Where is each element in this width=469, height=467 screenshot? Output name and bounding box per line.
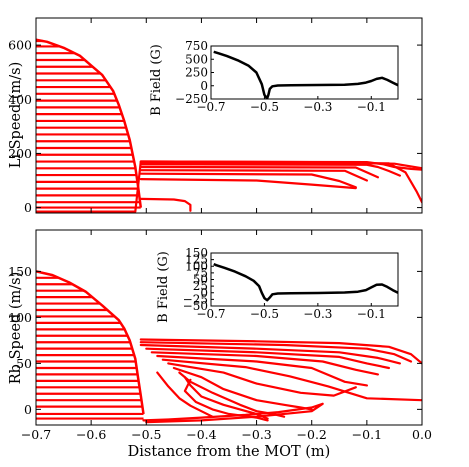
li-ytick-label: 400: [8, 92, 32, 107]
rb-envelope-curve: [36, 270, 145, 415]
li-trajectory: [139, 172, 357, 189]
li-trajectory: [139, 197, 192, 212]
inset1-curve-line: [213, 50, 398, 99]
li-bfield-curve: [213, 50, 398, 99]
rb-trajectory: [139, 341, 413, 363]
li-trajectory: [139, 160, 422, 171]
rb-ytick-label: 50: [16, 356, 32, 371]
rb-panel-frame: [35, 229, 423, 426]
inset2-ytick-label: 125: [185, 253, 208, 267]
inset2-xtick-label: −0.1: [357, 307, 386, 321]
rb-trajectory: [167, 362, 357, 397]
inset2-curve-line: [213, 262, 398, 302]
li-ytick-label: 0: [24, 200, 32, 215]
inset1-ylabel: B Field (G): [149, 44, 164, 116]
rb-xtick-label: −0.4: [186, 427, 216, 442]
rb-trajectory: [172, 366, 313, 411]
li-trajectory: [139, 165, 379, 179]
li-ylabel: Li Speed (m/s): [8, 62, 24, 169]
rb-trajectory: [156, 371, 214, 418]
li-speed-panel: 0 200 400 600 Li Speed (m/s): [8, 17, 423, 215]
inset1-ytick-label: 500: [185, 52, 208, 66]
inset2-ytick-label: 75: [193, 266, 208, 280]
rb-speed-trajectories: [36, 270, 422, 424]
rb-bfield-curve: [213, 262, 398, 302]
rb-trajectory: [145, 347, 390, 370]
inset2-xtick-label: −0.5: [250, 307, 279, 321]
inset2-ytick-label: −25: [183, 292, 208, 306]
inset1-xtick-label: −0.5: [250, 100, 279, 114]
rb-trajectory: [156, 354, 368, 387]
rb-trajectory: [142, 402, 324, 424]
li-axis-ticks: 0 200 400 600: [8, 18, 423, 215]
rb-xtick-label: −0.2: [297, 427, 327, 442]
rb-ytick-label: 150: [8, 264, 32, 279]
li-envelope-curve: [36, 38, 143, 208]
rb-xtick-label: −0.6: [76, 427, 106, 442]
li-trajectory: [139, 163, 401, 177]
inset2-xtick-label: −0.3: [303, 307, 332, 321]
inset2-ytick-label: 100: [185, 259, 208, 273]
inset2-ytick-label: 25: [193, 279, 208, 293]
rb-trajectory: [139, 343, 401, 365]
inset2-xtick-label: −0.7: [196, 307, 225, 321]
inset1-xtick-label: −0.1: [357, 100, 386, 114]
rb-xtick-label: −0.5: [131, 427, 161, 442]
rb-ytick-label: 100: [8, 310, 32, 325]
rb-ytick-label: 0: [24, 402, 32, 417]
rb-ylabel: Rb Speed (m/s): [8, 272, 24, 384]
inset2-frame: [210, 252, 399, 307]
inset2-ytick-label: 0: [200, 286, 208, 300]
inset2-ylabel: B Field (G): [156, 251, 171, 323]
rb-xtick-label: −0.3: [241, 427, 271, 442]
li-trajectory: [139, 178, 357, 190]
li-trajectory: [139, 161, 422, 204]
x-axis-label: Distance from the MOT (m): [128, 444, 331, 460]
inset1-ytick-label: 0: [200, 79, 208, 93]
inset2-ytick-label: −50: [183, 299, 208, 313]
inset1-ytick-label: 250: [185, 66, 208, 80]
inset1-frame: [210, 45, 399, 100]
rb-xtick-label: 0.0: [412, 427, 432, 442]
inset1-xtick-label: −0.7: [196, 100, 225, 114]
li-ytick-label: 600: [8, 38, 32, 53]
rb-trajectory: [139, 338, 422, 365]
li-trajectory: [139, 169, 368, 182]
li-speed-trajectories: [36, 38, 422, 213]
li-ytick-label: 200: [8, 146, 32, 161]
rb-trajectory: [161, 358, 422, 402]
inset2-ytick-label: 150: [185, 246, 208, 260]
rb-xtick-label: −0.7: [21, 427, 51, 442]
inset2-ytick-label: 50: [193, 273, 208, 287]
li-panel-frame: [35, 17, 423, 214]
rb-trajectory: [150, 351, 379, 376]
inset1-xtick-label: −0.3: [303, 100, 332, 114]
rb-xtick-label: −0.1: [352, 427, 382, 442]
rb-trajectory: [178, 371, 286, 418]
inset1-ytick-label: 750: [185, 39, 208, 53]
inset1-ytick-label: −250: [175, 92, 208, 106]
